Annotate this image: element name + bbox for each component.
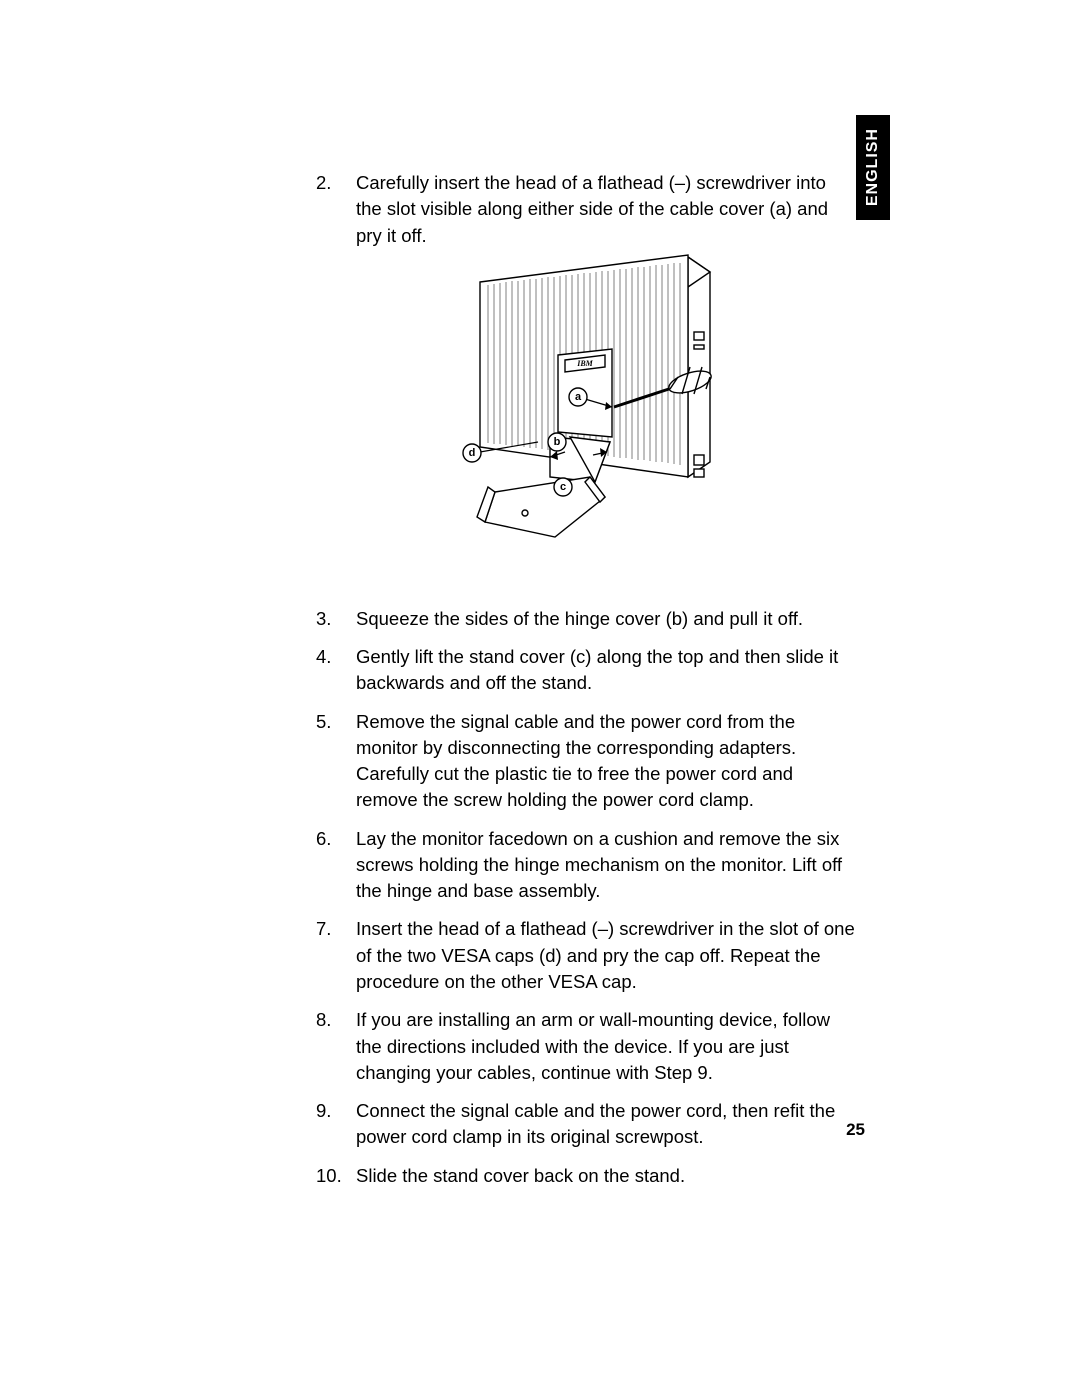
step-number: 2. <box>316 170 356 249</box>
step-text: Gently lift the stand cover (c) along th… <box>356 644 856 697</box>
step-10: 10. Slide the stand cover back on the st… <box>316 1163 856 1189</box>
step-number: 4. <box>316 644 356 697</box>
step-number: 7. <box>316 916 356 995</box>
step-text: Slide the stand cover back on the stand. <box>356 1163 856 1189</box>
step-number: 10. <box>316 1163 356 1189</box>
page-number: 25 <box>846 1120 865 1140</box>
step-number: 9. <box>316 1098 356 1151</box>
step-number: 3. <box>316 606 356 632</box>
figure-placeholder <box>316 261 856 606</box>
step-text: If you are installing an arm or wall-mou… <box>356 1007 856 1086</box>
step-text: Lay the monitor facedown on a cushion an… <box>356 826 856 905</box>
step-number: 6. <box>316 826 356 905</box>
step-text: Remove the signal cable and the power co… <box>356 709 856 814</box>
step-text: Connect the signal cable and the power c… <box>356 1098 856 1151</box>
step-6: 6. Lay the monitor facedown on a cushion… <box>316 826 856 905</box>
page: ENGLISH <box>0 0 1080 1397</box>
step-text: Carefully insert the head of a flathead … <box>356 170 856 249</box>
step-9: 9. Connect the signal cable and the powe… <box>316 1098 856 1151</box>
step-number: 8. <box>316 1007 356 1086</box>
step-7: 7. Insert the head of a flathead (–) scr… <box>316 916 856 995</box>
step-text: Squeeze the sides of the hinge cover (b)… <box>356 606 856 632</box>
language-tab: ENGLISH <box>856 115 890 220</box>
step-number: 5. <box>316 709 356 814</box>
step-3: 3. Squeeze the sides of the hinge cover … <box>316 606 856 632</box>
instruction-list: 2. Carefully insert the head of a flathe… <box>316 170 856 1201</box>
step-text: Insert the head of a flathead (–) screwd… <box>356 916 856 995</box>
step-8: 8. If you are installing an arm or wall-… <box>316 1007 856 1086</box>
step-2: 2. Carefully insert the head of a flathe… <box>316 170 856 249</box>
language-label: ENGLISH <box>864 128 882 206</box>
step-4: 4. Gently lift the stand cover (c) along… <box>316 644 856 697</box>
step-5: 5. Remove the signal cable and the power… <box>316 709 856 814</box>
